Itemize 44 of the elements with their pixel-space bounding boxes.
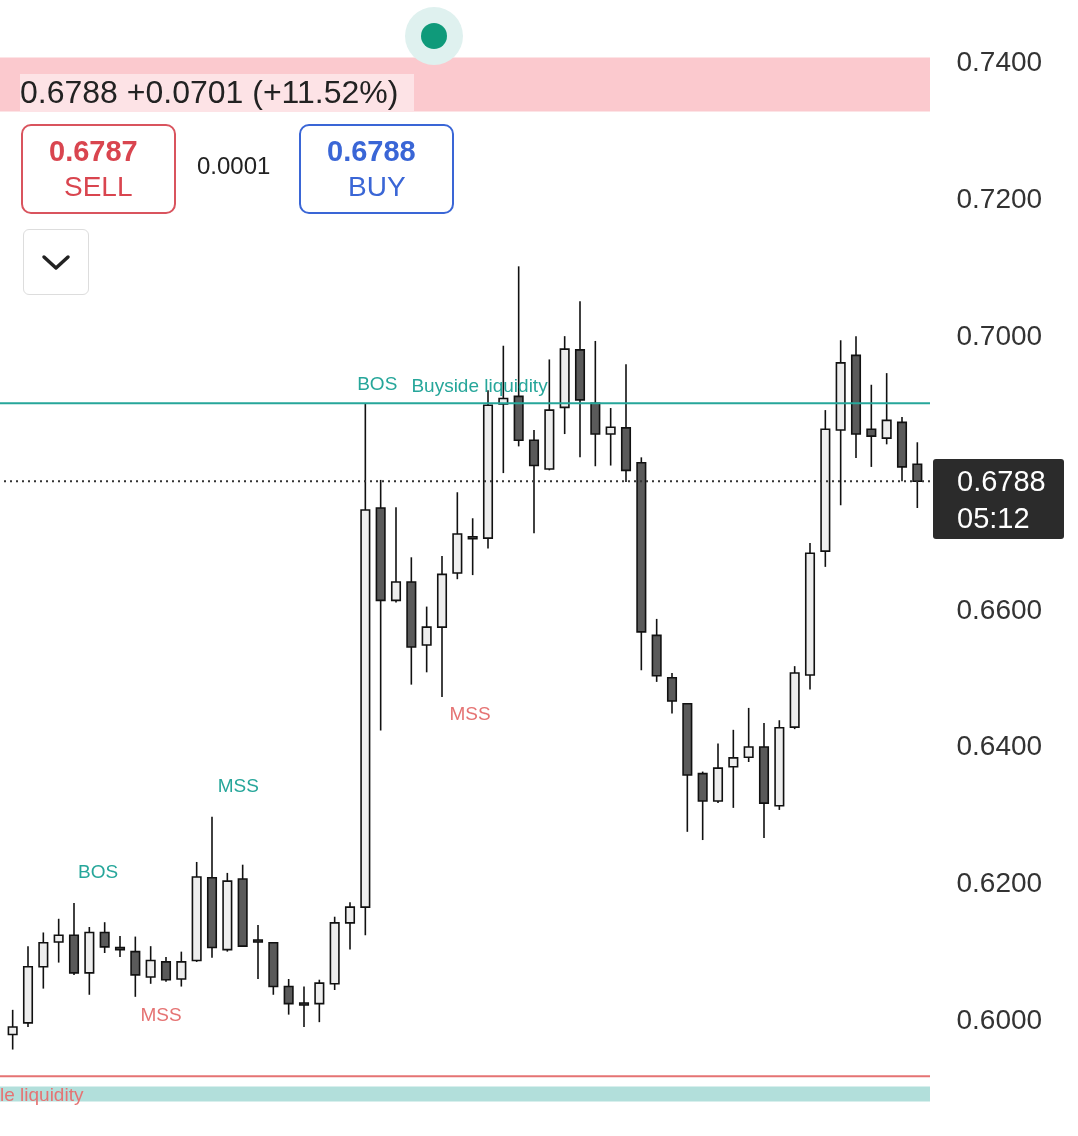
annotation: 0.6788 — [327, 135, 416, 167]
y-tick-label: 0.7400 — [956, 45, 1043, 77]
candlestick — [176, 950, 187, 988]
y-tick-label: 0.7200 — [956, 182, 1043, 214]
candlestick — [252, 924, 264, 980]
candlestick — [666, 672, 678, 715]
annotation: 0.6787 — [49, 135, 138, 167]
candlestick — [145, 945, 156, 985]
candlestick — [881, 372, 892, 446]
candlestick — [344, 901, 356, 951]
annotation: 0.0001 — [197, 152, 271, 179]
candlestick — [314, 978, 325, 1023]
candlestick — [467, 517, 478, 576]
candlestick — [390, 506, 402, 604]
y-tick-label: 0.6400 — [956, 730, 1043, 762]
y-tick-label: 0.6000 — [956, 1004, 1043, 1036]
candlestick — [130, 935, 141, 998]
annotation: BOS — [357, 373, 398, 394]
candlestick — [7, 1009, 18, 1051]
candlestick — [160, 956, 172, 983]
ref-line-label: le liquidity — [0, 1084, 84, 1106]
candlestick — [283, 978, 294, 1016]
ref-line-label: 0.6788 — [957, 465, 1046, 498]
candlestick — [38, 931, 49, 990]
y-tick-label: 0.6600 — [956, 593, 1043, 625]
y-tick-label: 0.6200 — [956, 867, 1043, 899]
annotation: MSS — [140, 1004, 182, 1025]
annotation: BOS — [78, 861, 119, 882]
candlestick — [421, 605, 432, 674]
annotation: MSS — [449, 703, 491, 724]
candlestick — [53, 917, 64, 964]
candlestick — [743, 707, 754, 763]
candlestick — [912, 441, 923, 509]
candlestick — [728, 729, 739, 809]
annotation: MSS — [217, 775, 259, 796]
annotation: 0.6788 +0.0701 (+11.52%) — [20, 74, 415, 112]
candlestick — [298, 985, 310, 1028]
candlestick — [99, 921, 110, 954]
annotation: BUY — [348, 171, 406, 202]
candlestick — [605, 407, 616, 467]
annotation: SELL — [64, 171, 133, 202]
y-tick-label: 0.7000 — [956, 319, 1043, 351]
text: 05:12 — [957, 502, 1030, 535]
candlestick — [866, 383, 877, 468]
